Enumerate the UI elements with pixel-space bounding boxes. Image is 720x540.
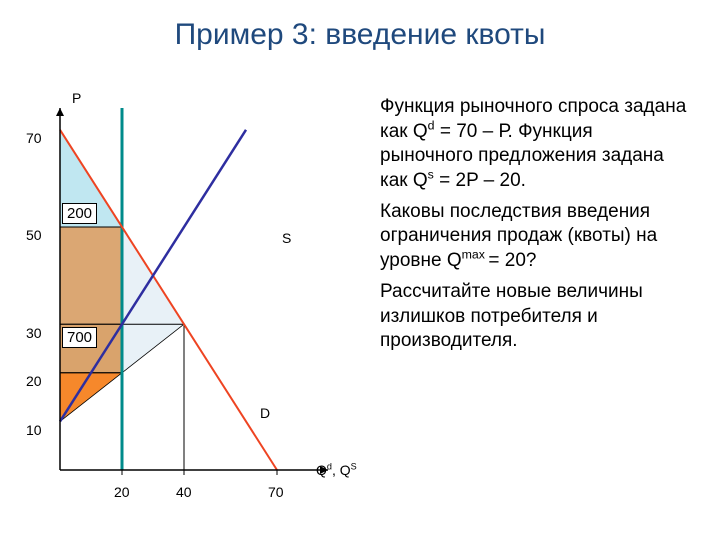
slide-root: Пример 3: введение квоты Функция рыночно… (0, 0, 720, 540)
xtick-20: 20 (114, 484, 130, 500)
slide-title: Пример 3: введение квоты (0, 18, 720, 52)
chart-area: 200 700 P S D Qd, QS 70 50 30 20 10 20 4… (28, 90, 358, 510)
value-box-700: 700 (62, 327, 97, 348)
xtick-40: 40 (176, 484, 192, 500)
curve-label-s: S (282, 230, 291, 246)
ytick-70: 70 (26, 130, 42, 146)
axis-label-qdqs: Qd, QS (316, 462, 357, 478)
body-text-block: Функция рыночного спроса задана как Qd =… (380, 95, 690, 360)
value-box-200: 200 (62, 203, 97, 224)
axis-label-p: P (72, 90, 81, 106)
curve-label-d: D (260, 405, 270, 421)
ytick-30: 30 (26, 325, 42, 341)
body-para-3: Рассчитайте новые величины излишков потр… (380, 280, 690, 354)
ytick-20: 20 (26, 373, 42, 389)
xtick-70: 70 (268, 484, 284, 500)
ytick-50: 50 (26, 227, 42, 243)
body-para-1: Функция рыночного спроса задана как Qd =… (380, 95, 690, 194)
chart-svg (28, 90, 358, 510)
ytick-10: 10 (26, 422, 42, 438)
body-para-2: Каковы последствия введения ограничения … (380, 200, 690, 274)
